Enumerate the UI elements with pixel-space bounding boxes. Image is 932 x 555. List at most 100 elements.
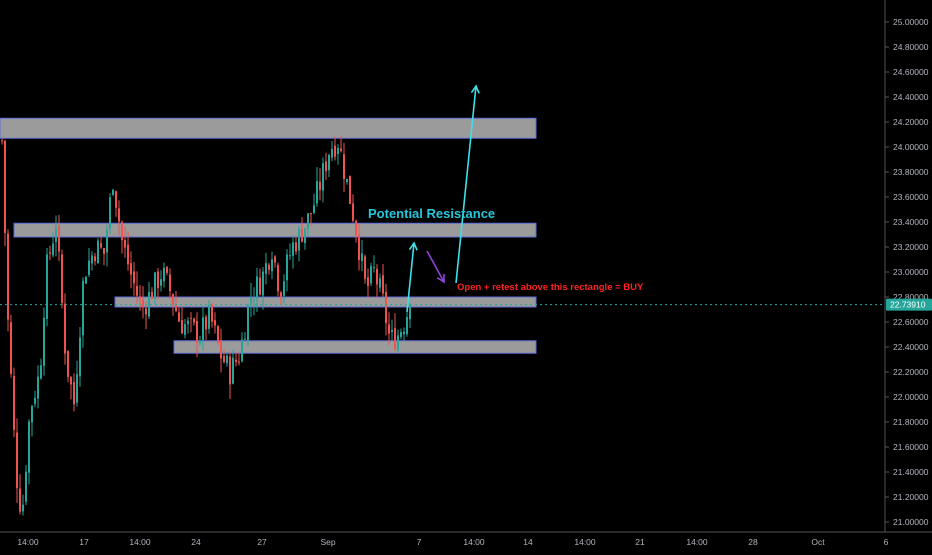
x-tick-label: 14:00 [574,537,596,547]
candle [178,306,180,322]
candle [127,231,129,271]
candle [58,214,60,262]
candle-body [229,356,231,385]
x-tick-label: 7 [417,537,422,547]
candle-body [73,382,75,405]
candle [397,329,399,353]
candle-body [286,254,288,281]
y-tick-label: 24.40000 [893,92,929,102]
candle [241,332,243,363]
candle [46,247,48,327]
candle-body [268,264,270,270]
candle [193,317,195,326]
x-tick-label: 14 [523,537,533,547]
candle [130,251,132,289]
candle [364,254,366,284]
support-zone[interactable] [173,340,537,354]
candle-body [346,179,348,183]
candle [82,277,84,348]
candle-body [136,285,138,296]
candle-body [361,253,363,262]
resistance-zone-mid[interactable] [13,222,537,238]
candle-body [220,340,222,359]
candle-body [241,339,243,362]
candle [328,153,330,177]
candle-body [397,335,399,350]
candle [346,178,348,185]
candle-body [31,406,33,423]
y-tick-label: 23.60000 [893,192,929,202]
candle-body [334,145,336,157]
candle [244,331,246,340]
candle-body [238,361,240,363]
candle [211,302,213,328]
candle-body [406,317,408,335]
x-tick-label: 17 [79,537,89,547]
candle [1,138,3,145]
candle [13,367,15,438]
candle-body [385,292,387,324]
retest-zone[interactable] [114,296,537,308]
y-tick-label: 24.00000 [893,142,929,152]
x-axis[interactable]: 14:00 17 14:00 24 27 Sep 7 14:00 14 14:00 21 14:00 2… [0,531,932,547]
x-tick-label: 28 [748,537,758,547]
x-tick-label: 14:00 [463,537,485,547]
candle-body [196,321,198,343]
candle-body [10,322,12,374]
candle-body [244,338,246,340]
candle-body [379,278,381,288]
candle [85,275,87,284]
y-tick-label: 22.40000 [893,342,929,352]
candle [391,319,393,341]
candle-body [202,317,204,340]
candle-body [181,320,183,334]
buy-note-label: Open + retest above this rectangle = BUY [457,282,644,293]
candle [103,247,105,266]
candle [307,212,309,237]
candle [316,167,318,207]
candle-body [205,316,207,330]
candle-body [166,267,168,273]
candle-body [133,271,135,284]
candle [67,350,69,383]
y-axis[interactable]: 21.00000 21.20000 21.40000 21.60000 21.80000… [884,0,929,532]
candle-body [139,296,141,300]
candle-body [49,252,51,254]
candle-body [409,304,411,320]
candle [379,273,381,293]
candle-body [289,255,291,257]
candles-layer [1,135,411,516]
candle-body [37,376,39,399]
candle-body [226,355,228,364]
candle [76,360,78,407]
candle-body [118,208,120,222]
candle [94,252,96,266]
candle-body [67,350,69,377]
candle [331,140,333,162]
candle [283,274,285,304]
candle-body [217,326,219,343]
candle-body [337,147,339,154]
candle-body [100,243,102,248]
resistance-zone-top[interactable] [0,117,537,139]
candle [40,358,42,380]
candle-body [211,304,213,322]
candle [220,328,222,373]
y-tick-label: 21.40000 [893,467,929,477]
candle [289,243,291,260]
candle [64,293,66,365]
candle-body [61,254,63,304]
candle-body [307,213,309,230]
candle-body [193,318,195,323]
candle [55,215,57,257]
candle [124,226,126,258]
candle-body [13,376,15,430]
candle [205,314,207,341]
candle-body [4,140,6,233]
candle [97,238,99,264]
last-price-label: 22.73910 [890,300,926,310]
candle [4,139,6,247]
candle-body [259,277,261,295]
candle [19,474,21,515]
